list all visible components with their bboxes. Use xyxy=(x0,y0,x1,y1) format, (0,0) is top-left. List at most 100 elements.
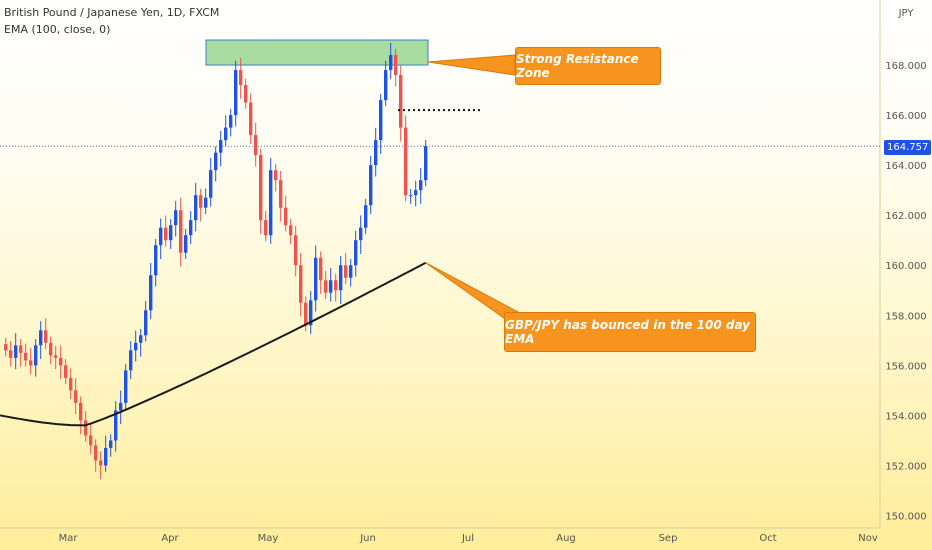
candle-body xyxy=(339,265,343,291)
last-price-tag: 164.757 xyxy=(884,140,932,155)
candle-body xyxy=(129,350,133,371)
month-tick-label: Apr xyxy=(161,533,179,544)
candle-body xyxy=(319,257,323,281)
candle-body xyxy=(264,220,268,236)
candle-body xyxy=(149,275,153,311)
price-tick-label: 168.000 xyxy=(885,61,926,72)
candle-body xyxy=(189,220,193,236)
month-tick-label: May xyxy=(258,533,279,544)
candle-body xyxy=(334,280,338,291)
candle-body xyxy=(324,280,328,293)
ema-callout-pointer xyxy=(425,262,520,319)
candle-body xyxy=(119,402,123,411)
ema-callout[interactable]: GBP/JPY has bounced in the 100 day EMA xyxy=(504,312,756,352)
symbol-title: British Pound / Japanese Yen, 1D, FXCM xyxy=(4,6,220,19)
candle-body xyxy=(144,310,148,336)
candle-body xyxy=(329,280,333,293)
candle-body xyxy=(354,240,358,266)
resistance-callout-pointer xyxy=(427,54,516,76)
month-tick-label: Oct xyxy=(759,533,776,544)
candle-body xyxy=(49,342,53,356)
candle-body xyxy=(289,225,293,236)
candle-body xyxy=(79,402,83,421)
candle-body xyxy=(239,70,243,86)
candle-body xyxy=(114,410,118,441)
candle-body xyxy=(64,365,68,378)
candle-body xyxy=(364,205,368,228)
price-tick-label: 158.000 xyxy=(885,311,926,322)
month-tick-label: Jun xyxy=(359,533,376,544)
candle-body xyxy=(104,447,108,466)
candle-body xyxy=(169,225,173,241)
candle-body xyxy=(194,195,198,221)
candle-body xyxy=(164,227,168,241)
candle-body xyxy=(94,445,98,461)
candle-body xyxy=(274,170,278,181)
candle-body xyxy=(419,180,423,191)
candle-body xyxy=(229,115,233,128)
month-tick-label: Aug xyxy=(556,533,576,544)
candle-body xyxy=(279,180,283,208)
candle-body xyxy=(249,102,253,136)
candle-body xyxy=(139,335,143,343)
candle-body xyxy=(4,344,8,351)
candle-body xyxy=(369,165,373,206)
candle-body xyxy=(214,152,218,171)
ema-line xyxy=(0,261,427,427)
candle-body xyxy=(29,360,33,366)
candle-body xyxy=(219,140,223,153)
candle-body xyxy=(204,197,208,208)
candle-body xyxy=(9,350,13,358)
candle-body xyxy=(284,207,288,226)
candle-body xyxy=(19,345,23,353)
resistance-callout[interactable]: Strong Resistance Zone xyxy=(515,47,661,85)
candle-body xyxy=(224,127,228,141)
candle-body xyxy=(349,265,353,278)
candle-body xyxy=(99,460,103,466)
price-tick-label: 162.000 xyxy=(885,211,926,222)
candle-body xyxy=(69,377,73,391)
candle-body xyxy=(74,390,78,403)
candle-body xyxy=(179,210,183,253)
month-tick-label: Nov xyxy=(858,533,878,544)
candle-body xyxy=(384,70,388,101)
candle-body xyxy=(234,70,238,116)
price-tick-label: 150.000 xyxy=(885,511,926,522)
candle-body xyxy=(84,420,88,436)
candle-body xyxy=(134,342,138,351)
candle-body xyxy=(124,370,128,403)
candle-body xyxy=(109,440,113,448)
candle-body xyxy=(209,170,213,198)
candle-body xyxy=(174,210,178,226)
candle-body xyxy=(89,435,93,446)
candle-body xyxy=(54,355,58,358)
month-tick-label: Sep xyxy=(659,533,678,544)
candle-body xyxy=(414,190,418,196)
month-tick-label: Mar xyxy=(59,533,79,544)
candle-body xyxy=(314,257,318,301)
candle-body xyxy=(299,265,303,303)
candle-body xyxy=(294,235,298,266)
candle-body xyxy=(184,235,188,253)
candle-body xyxy=(254,135,258,156)
candle-body xyxy=(44,330,48,343)
candle-body xyxy=(159,227,163,246)
candle-body xyxy=(389,55,393,71)
candle-body xyxy=(359,227,363,241)
candle-body xyxy=(309,300,313,326)
candle-body xyxy=(39,330,43,346)
candle-body xyxy=(24,352,28,361)
candle-body xyxy=(269,170,273,236)
price-tick-label: 160.000 xyxy=(885,261,926,272)
candle-body xyxy=(424,146,428,181)
axis-currency-label: JPY xyxy=(898,8,915,19)
candle-body xyxy=(379,100,383,141)
month-tick-label: Jul xyxy=(461,533,474,544)
candle-body xyxy=(404,127,408,196)
candle-body xyxy=(59,357,63,366)
candle-body xyxy=(259,155,263,221)
candle-body xyxy=(399,75,403,128)
candle-body xyxy=(394,55,398,76)
